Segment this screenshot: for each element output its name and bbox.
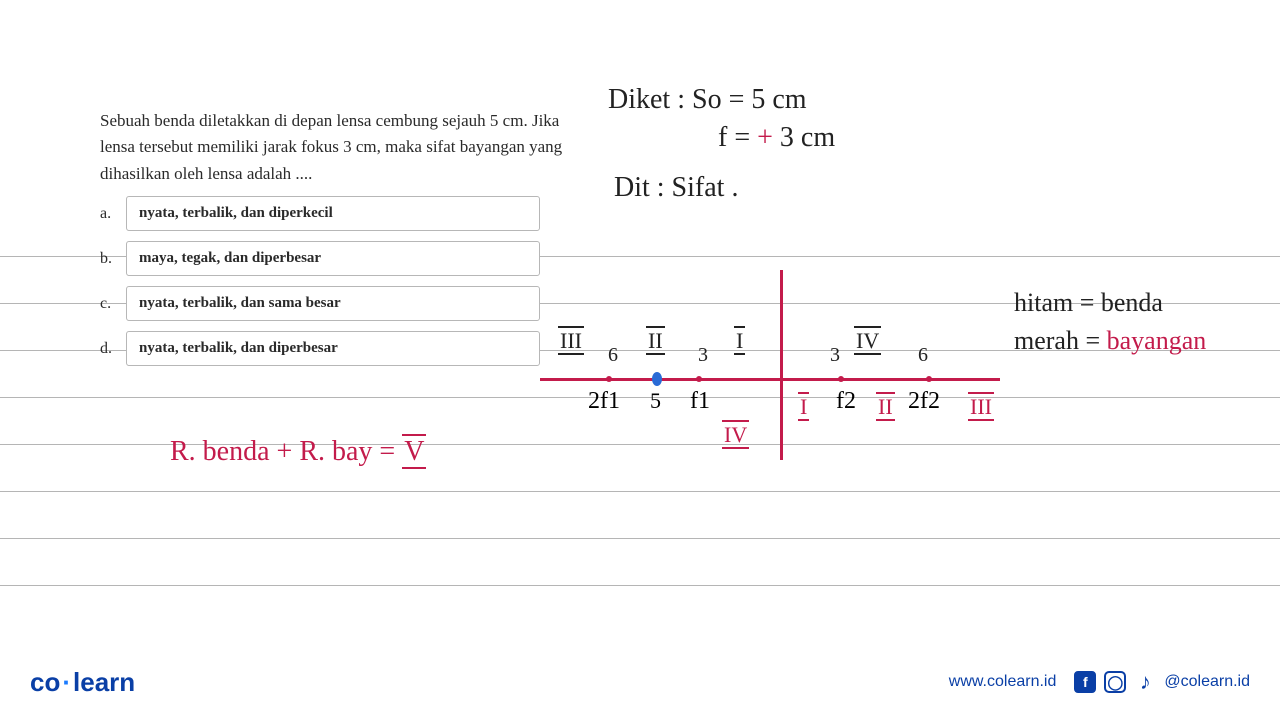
roman-label-red: II <box>876 394 895 420</box>
facebook-icon[interactable]: f <box>1074 671 1096 693</box>
roman-label: III <box>558 328 584 354</box>
tick <box>926 376 932 382</box>
focus-label: 5 <box>650 388 661 414</box>
ruled-line <box>0 538 1280 539</box>
focus-label: 2f2 <box>908 388 940 415</box>
ruled-line <box>0 585 1280 586</box>
so-value: So = 5 cm <box>692 84 807 115</box>
option-letter: a. <box>100 205 126 223</box>
roman-label-red: I <box>798 394 809 420</box>
footer-url[interactable]: www.colearn.id <box>949 673 1057 691</box>
logo-dot-icon: · <box>62 667 71 697</box>
option-a[interactable]: a. nyata, terbalik, dan diperkecil <box>100 196 540 231</box>
roman-label: II <box>646 328 665 354</box>
footer-right: www.colearn.id f ◯ ♪ @colearn.id <box>949 671 1250 693</box>
handwriting-rule: R. benda + R. bay = V <box>170 436 426 468</box>
social-links: f ◯ ♪ @colearn.id <box>1074 671 1250 693</box>
option-letter: d. <box>100 340 126 358</box>
option-b[interactable]: b. maya, tegak, dan diperbesar <box>100 241 540 276</box>
options-list: a. nyata, terbalik, dan diperkecil b. ma… <box>100 196 540 376</box>
focus-label: 2f1 <box>588 388 620 415</box>
option-letter: b. <box>100 250 126 268</box>
roman-label-red: III <box>968 394 994 420</box>
f-equals: f = <box>718 122 750 153</box>
object-marker <box>652 372 662 386</box>
num-label: 6 <box>918 344 928 367</box>
num-label: 6 <box>608 344 618 367</box>
option-c[interactable]: c. nyata, terbalik, dan sama besar <box>100 286 540 321</box>
logo-learn: learn <box>73 667 135 697</box>
footer: co·learn www.colearn.id f ◯ ♪ @colearn.i… <box>0 662 1280 702</box>
legend-black-label: hitam = <box>1014 288 1094 317</box>
tick <box>606 376 612 382</box>
option-d[interactable]: d. nyata, terbalik, dan diperbesar <box>100 331 540 366</box>
focus-label: f1 <box>690 388 710 415</box>
lens-diagram: III II I IV 6 3 3 6 2f1 5 f1 f2 2f2 IV I… <box>540 270 1000 480</box>
option-text: nyata, terbalik, dan sama besar <box>126 286 540 321</box>
focus-label: f2 <box>836 388 856 415</box>
legend-red: merah = bayangan <box>1014 326 1206 356</box>
logo-co: co <box>30 667 60 697</box>
f-value: 3 cm <box>780 122 835 153</box>
roman-label: IV <box>854 328 881 354</box>
instagram-icon[interactable]: ◯ <box>1104 671 1126 693</box>
ruled-line <box>0 491 1280 492</box>
tick <box>838 376 844 382</box>
option-text: nyata, terbalik, dan diperbesar <box>126 331 540 366</box>
legend-black-val: benda <box>1101 288 1163 317</box>
option-text: nyata, terbalik, dan diperkecil <box>126 196 540 231</box>
vertical-axis <box>780 270 783 460</box>
handwriting-dit: Dit : Sifat . <box>614 172 738 204</box>
logo: co·learn <box>30 667 135 698</box>
handwriting-f: f = + 3 cm <box>718 122 835 154</box>
footer-handle[interactable]: @colearn.id <box>1164 673 1250 691</box>
tiktok-icon[interactable]: ♪ <box>1134 671 1156 693</box>
tick <box>696 376 702 382</box>
num-label: 3 <box>830 344 840 367</box>
legend-black: hitam = benda <box>1014 288 1163 318</box>
option-letter: c. <box>100 295 126 313</box>
f-plus: + <box>757 122 773 153</box>
question-text: Sebuah benda diletakkan di depan lensa c… <box>100 108 570 187</box>
roman-label-red: IV <box>722 422 749 448</box>
handwriting-diket: Diket : So = 5 cm <box>608 84 807 116</box>
legend-red-label: merah = <box>1014 326 1100 355</box>
legend-red-val: bayangan <box>1107 326 1207 355</box>
diket-label: Diket : <box>608 84 685 115</box>
option-text: maya, tegak, dan diperbesar <box>126 241 540 276</box>
num-label: 3 <box>698 344 708 367</box>
roman-label: I <box>734 328 745 354</box>
